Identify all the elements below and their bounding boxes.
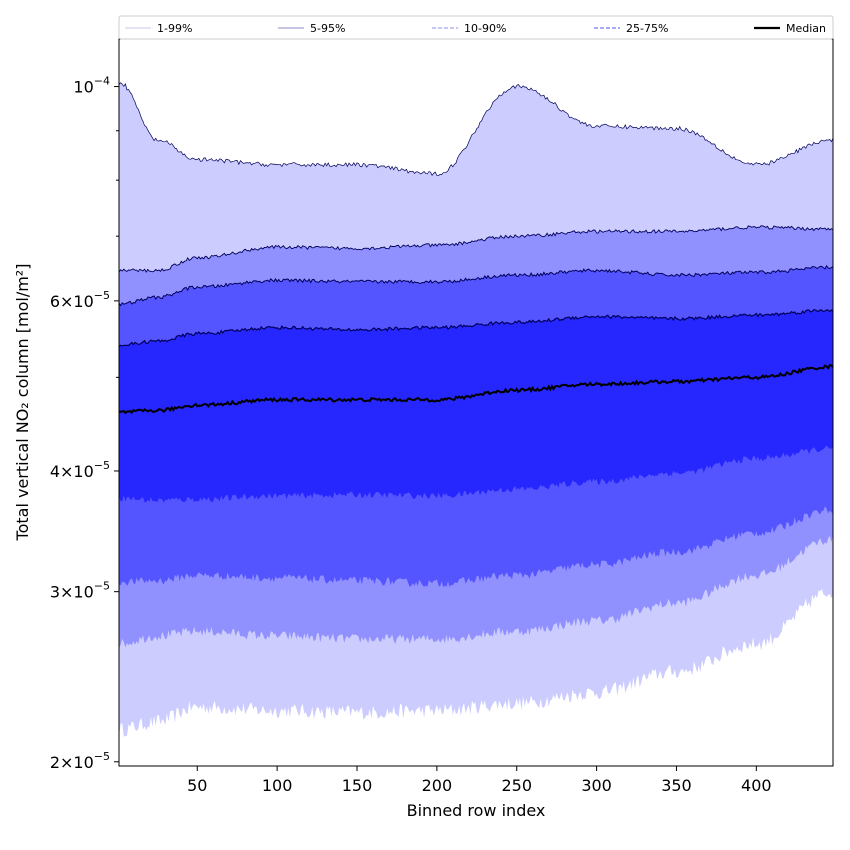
y-tick-label: 6×10−5 bbox=[50, 289, 110, 311]
x-axis: 50 100 150 200 250 300 350 400 bbox=[187, 766, 772, 795]
legend-label: Median bbox=[786, 22, 826, 35]
band-inner bbox=[119, 309, 833, 503]
x-tick-label: 200 bbox=[422, 776, 453, 795]
line-p99 bbox=[118, 82, 834, 177]
bands-layer bbox=[119, 82, 833, 737]
legend-box bbox=[118, 15, 834, 40]
y-axis-label: Total vertical NO₂ column [mol/m²] bbox=[13, 264, 32, 542]
line-p95 bbox=[118, 225, 834, 273]
legend-label: 10-90% bbox=[464, 22, 506, 35]
line-p75 bbox=[118, 308, 834, 348]
y-tick-label: 10−4 bbox=[73, 75, 110, 97]
y-axis: 10−4 6×10−5 4×10−5 3×10−5 2×10−5 bbox=[50, 75, 119, 772]
line-p90 bbox=[118, 264, 834, 307]
x-tick-label: 150 bbox=[342, 776, 373, 795]
y-tick-label: 2×10−5 bbox=[50, 750, 110, 772]
x-tick-label: 250 bbox=[501, 776, 532, 795]
x-tick-label: 350 bbox=[661, 776, 692, 795]
x-tick-label: 100 bbox=[262, 776, 293, 795]
x-axis-label: Binned row index bbox=[407, 801, 546, 820]
x-tick-label: 300 bbox=[581, 776, 612, 795]
legend-label: 5-95% bbox=[310, 22, 345, 35]
y-tick-label: 4×10−5 bbox=[50, 459, 110, 481]
legend-label: 25-75% bbox=[626, 22, 668, 35]
x-tick-label: 400 bbox=[741, 776, 772, 795]
legend-label: 1-99% bbox=[157, 22, 192, 35]
median-line bbox=[118, 363, 834, 415]
y-tick-label: 3×10−5 bbox=[50, 580, 110, 602]
x-tick-label: 50 bbox=[187, 776, 207, 795]
legend: 1-99% 5-95% 10-90% 25-75% Median bbox=[118, 15, 834, 40]
lines-layer bbox=[118, 82, 834, 415]
